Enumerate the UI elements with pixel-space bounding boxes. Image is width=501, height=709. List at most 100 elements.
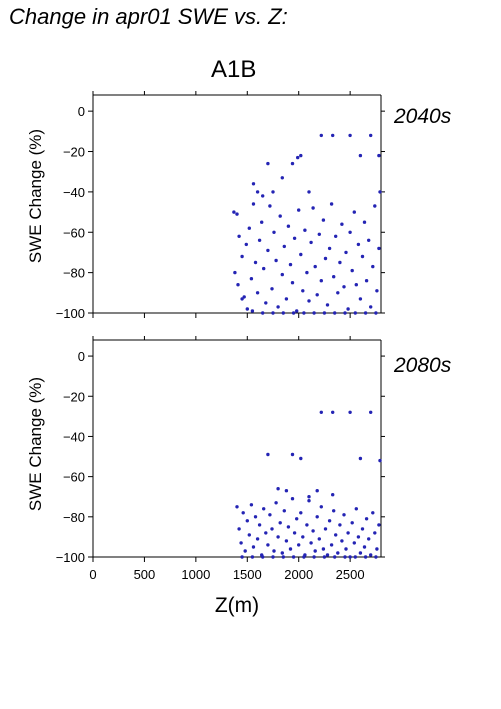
data-point-top — [315, 293, 319, 297]
x-tick-label: 2500 — [336, 567, 365, 582]
data-point-bottom — [367, 537, 371, 541]
data-point-top — [329, 202, 334, 206]
data-point-top — [278, 214, 282, 218]
data-point-bottom — [344, 547, 348, 551]
data-point-top — [250, 309, 255, 313]
data-point-top — [364, 279, 369, 283]
data-point-top — [271, 190, 275, 194]
data-point-bottom — [374, 555, 378, 559]
data-point-top — [377, 246, 381, 251]
data-point-top — [266, 161, 270, 166]
data-point-bottom — [360, 527, 365, 531]
data-point-bottom — [307, 495, 311, 499]
data-point-top — [236, 283, 240, 287]
y-tick-label-bottom: −100 — [56, 550, 85, 565]
data-point-bottom — [375, 547, 379, 551]
data-point-top — [307, 190, 311, 194]
data-point-bottom — [301, 535, 305, 539]
data-point-bottom — [354, 507, 358, 511]
data-point-bottom — [369, 553, 373, 557]
data-point-top — [340, 222, 344, 226]
data-point-bottom — [309, 541, 313, 545]
data-point-top — [291, 311, 296, 315]
data-point-bottom — [299, 511, 303, 515]
data-point-bottom — [276, 535, 280, 539]
data-point-bottom — [334, 533, 338, 537]
data-point-top — [270, 287, 274, 291]
data-point-bottom — [282, 509, 286, 513]
data-point-top — [305, 270, 309, 275]
data-point-top — [281, 311, 285, 315]
data-point-top — [348, 230, 352, 234]
data-point-top — [358, 153, 363, 158]
data-point-top — [333, 311, 337, 315]
data-point-top — [264, 301, 268, 305]
data-point-bottom — [333, 555, 337, 559]
data-point-top — [371, 264, 375, 269]
data-point-top — [302, 311, 306, 315]
y-tick-label-bottom: −20 — [63, 389, 85, 404]
data-point-bottom — [240, 555, 244, 559]
data-point-bottom — [331, 493, 335, 497]
data-point-top — [348, 133, 352, 138]
data-point-bottom — [243, 549, 247, 553]
data-point-bottom — [266, 452, 270, 457]
data-point-top — [253, 260, 258, 265]
data-point-top — [274, 258, 278, 263]
x-tick-label: 2000 — [284, 567, 313, 582]
data-point-bottom — [257, 523, 262, 527]
data-point-bottom — [319, 410, 323, 414]
data-point-top — [266, 248, 270, 253]
data-point-top — [344, 250, 348, 255]
data-point-bottom — [268, 513, 272, 517]
data-point-bottom — [327, 519, 332, 523]
data-point-bottom — [251, 545, 256, 549]
data-point-top — [313, 264, 317, 269]
data-point-bottom — [346, 531, 350, 535]
data-point-top — [378, 190, 382, 194]
data-point-bottom — [373, 531, 377, 535]
data-point-bottom — [358, 456, 363, 461]
data-point-top — [255, 190, 260, 194]
data-point-bottom — [312, 555, 316, 559]
data-point-top — [362, 220, 367, 224]
data-point-bottom — [369, 410, 373, 414]
y-tick-label-top: −40 — [63, 185, 85, 200]
data-point-bottom — [270, 527, 274, 531]
data-point-top — [295, 309, 299, 313]
data-point-bottom — [245, 519, 249, 523]
data-point-top — [352, 210, 356, 214]
data-point-top — [358, 297, 363, 301]
data-point-bottom — [255, 537, 260, 541]
data-point-top — [262, 266, 266, 271]
data-point-bottom — [249, 503, 254, 507]
data-point-top — [255, 291, 260, 295]
data-point-top — [290, 161, 295, 166]
y-tick-label-top: −20 — [63, 145, 85, 160]
data-point-top — [240, 297, 244, 301]
data-point-top — [319, 133, 323, 138]
data-point-top — [290, 281, 295, 285]
data-point-bottom — [235, 505, 239, 509]
data-point-bottom — [332, 509, 336, 513]
data-point-bottom — [264, 531, 268, 535]
data-point-bottom — [297, 543, 301, 547]
data-point-bottom — [363, 555, 368, 559]
data-point-top — [321, 218, 326, 222]
data-point-top — [245, 307, 249, 311]
data-point-bottom — [323, 527, 328, 531]
data-point-top — [363, 311, 368, 315]
x-tick-label: 1000 — [181, 567, 210, 582]
x-axis-label: Z(m) — [214, 594, 260, 617]
data-point-top — [303, 228, 307, 232]
data-point-top — [311, 206, 315, 210]
x-tick-label: 1500 — [233, 567, 262, 582]
data-point-top — [327, 246, 332, 251]
data-point-top — [292, 236, 297, 240]
data-point-bottom — [325, 553, 330, 557]
data-point-bottom — [362, 545, 367, 549]
data-point-top — [356, 242, 361, 247]
data-point-top — [297, 208, 301, 212]
data-point-bottom — [284, 489, 289, 493]
